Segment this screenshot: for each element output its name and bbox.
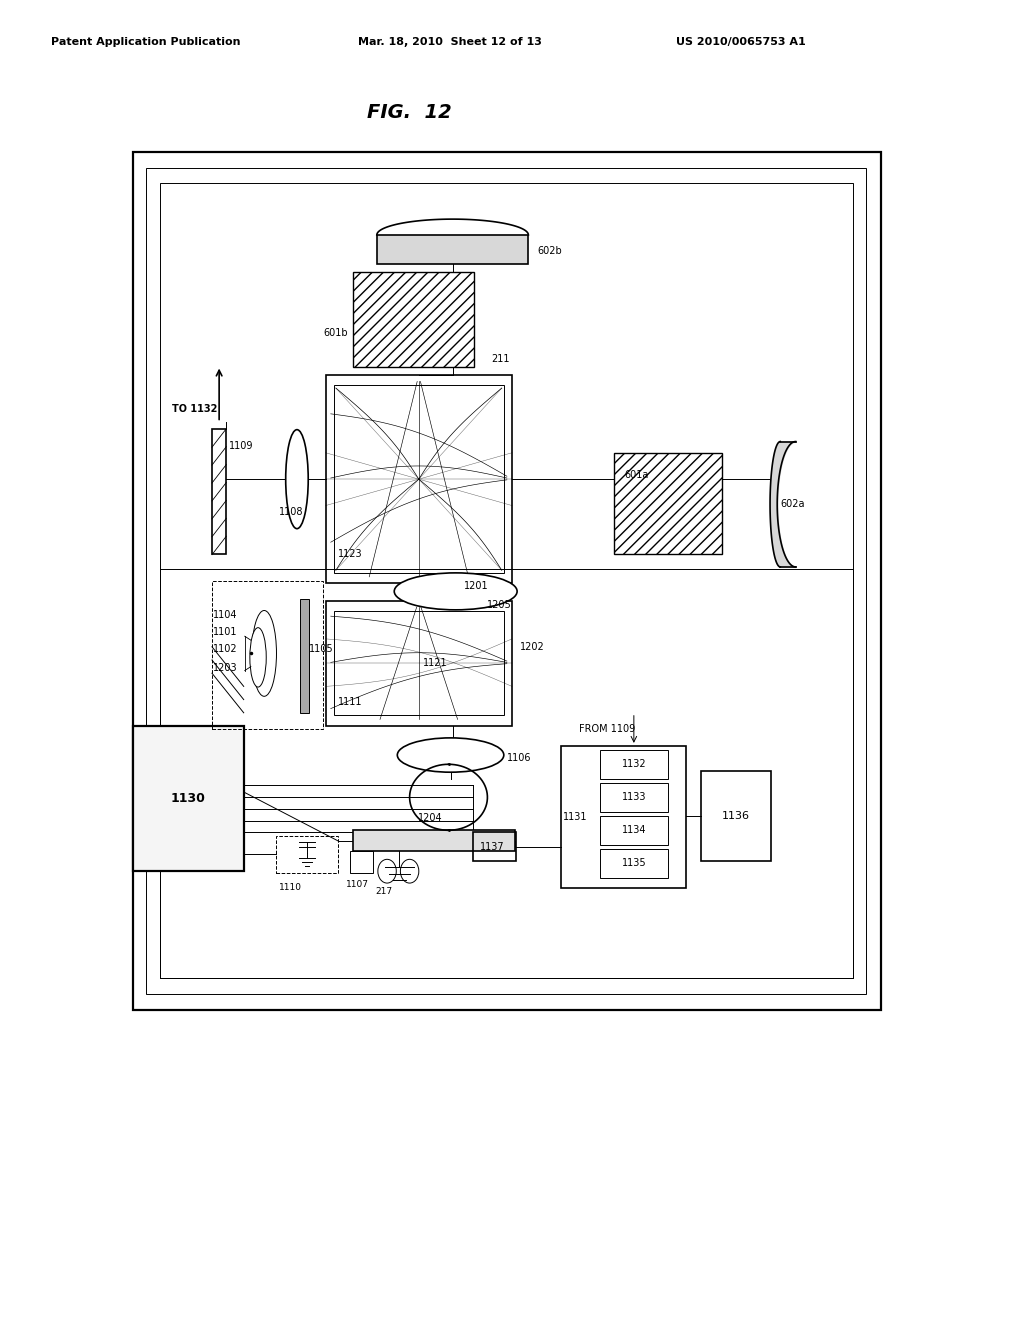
- Bar: [350, 851, 373, 873]
- Text: TO 1132: TO 1132: [172, 404, 217, 414]
- Text: 601b: 601b: [324, 327, 348, 338]
- Bar: [334, 611, 504, 715]
- Bar: [353, 272, 474, 367]
- Bar: [326, 375, 512, 583]
- Bar: [600, 849, 668, 878]
- Text: 1106: 1106: [507, 752, 531, 763]
- Bar: [600, 816, 668, 845]
- Text: 1121: 1121: [423, 657, 447, 668]
- Text: 1110: 1110: [279, 883, 301, 891]
- Text: 1133: 1133: [622, 792, 646, 803]
- Bar: [160, 569, 853, 978]
- Bar: [300, 599, 309, 713]
- Text: 1204: 1204: [418, 813, 442, 824]
- Text: 1134: 1134: [622, 825, 646, 836]
- Text: 1135: 1135: [622, 858, 646, 869]
- Bar: [133, 726, 244, 871]
- Bar: [614, 453, 722, 554]
- Ellipse shape: [252, 610, 276, 697]
- Text: 602a: 602a: [780, 499, 805, 510]
- Text: 1104: 1104: [213, 610, 238, 620]
- Text: 1108: 1108: [279, 507, 303, 517]
- Text: 1102: 1102: [213, 644, 238, 655]
- Text: FROM 1109: FROM 1109: [580, 723, 635, 734]
- Text: 1111: 1111: [338, 697, 362, 708]
- Text: 1130: 1130: [171, 792, 206, 805]
- Bar: [133, 152, 881, 1010]
- Ellipse shape: [394, 573, 517, 610]
- Text: 1123: 1123: [338, 549, 362, 560]
- Text: 1137: 1137: [480, 842, 505, 853]
- Text: 1109: 1109: [229, 441, 254, 451]
- Text: FIG.  12: FIG. 12: [368, 103, 452, 121]
- Bar: [473, 832, 516, 861]
- Bar: [600, 750, 668, 779]
- Text: 601a: 601a: [625, 470, 649, 480]
- Bar: [146, 168, 866, 994]
- Bar: [377, 235, 528, 264]
- Ellipse shape: [286, 430, 308, 528]
- Bar: [326, 601, 512, 726]
- Text: 1132: 1132: [622, 759, 646, 770]
- Text: US 2010/0065753 A1: US 2010/0065753 A1: [676, 37, 806, 48]
- Ellipse shape: [250, 627, 266, 686]
- Text: 1203: 1203: [213, 663, 238, 673]
- Text: 1202: 1202: [520, 642, 545, 652]
- Bar: [561, 746, 686, 888]
- Bar: [212, 581, 323, 729]
- Bar: [600, 783, 668, 812]
- Text: 1107: 1107: [346, 880, 369, 888]
- Bar: [212, 429, 226, 554]
- Ellipse shape: [397, 738, 504, 772]
- Text: 217: 217: [376, 887, 393, 895]
- Bar: [334, 385, 504, 573]
- Text: 1136: 1136: [722, 810, 751, 821]
- Text: 1105: 1105: [309, 644, 334, 655]
- Text: 602b: 602b: [538, 246, 562, 256]
- Bar: [701, 771, 771, 861]
- Bar: [276, 836, 338, 873]
- Bar: [160, 183, 853, 978]
- Text: 211: 211: [492, 354, 510, 364]
- Text: Patent Application Publication: Patent Application Publication: [51, 37, 241, 48]
- Text: 1201: 1201: [464, 581, 488, 591]
- Text: 1101: 1101: [213, 627, 238, 638]
- Bar: [353, 830, 515, 851]
- Text: 1131: 1131: [563, 812, 588, 822]
- Text: Mar. 18, 2010  Sheet 12 of 13: Mar. 18, 2010 Sheet 12 of 13: [358, 37, 543, 48]
- Text: 1205: 1205: [487, 599, 512, 610]
